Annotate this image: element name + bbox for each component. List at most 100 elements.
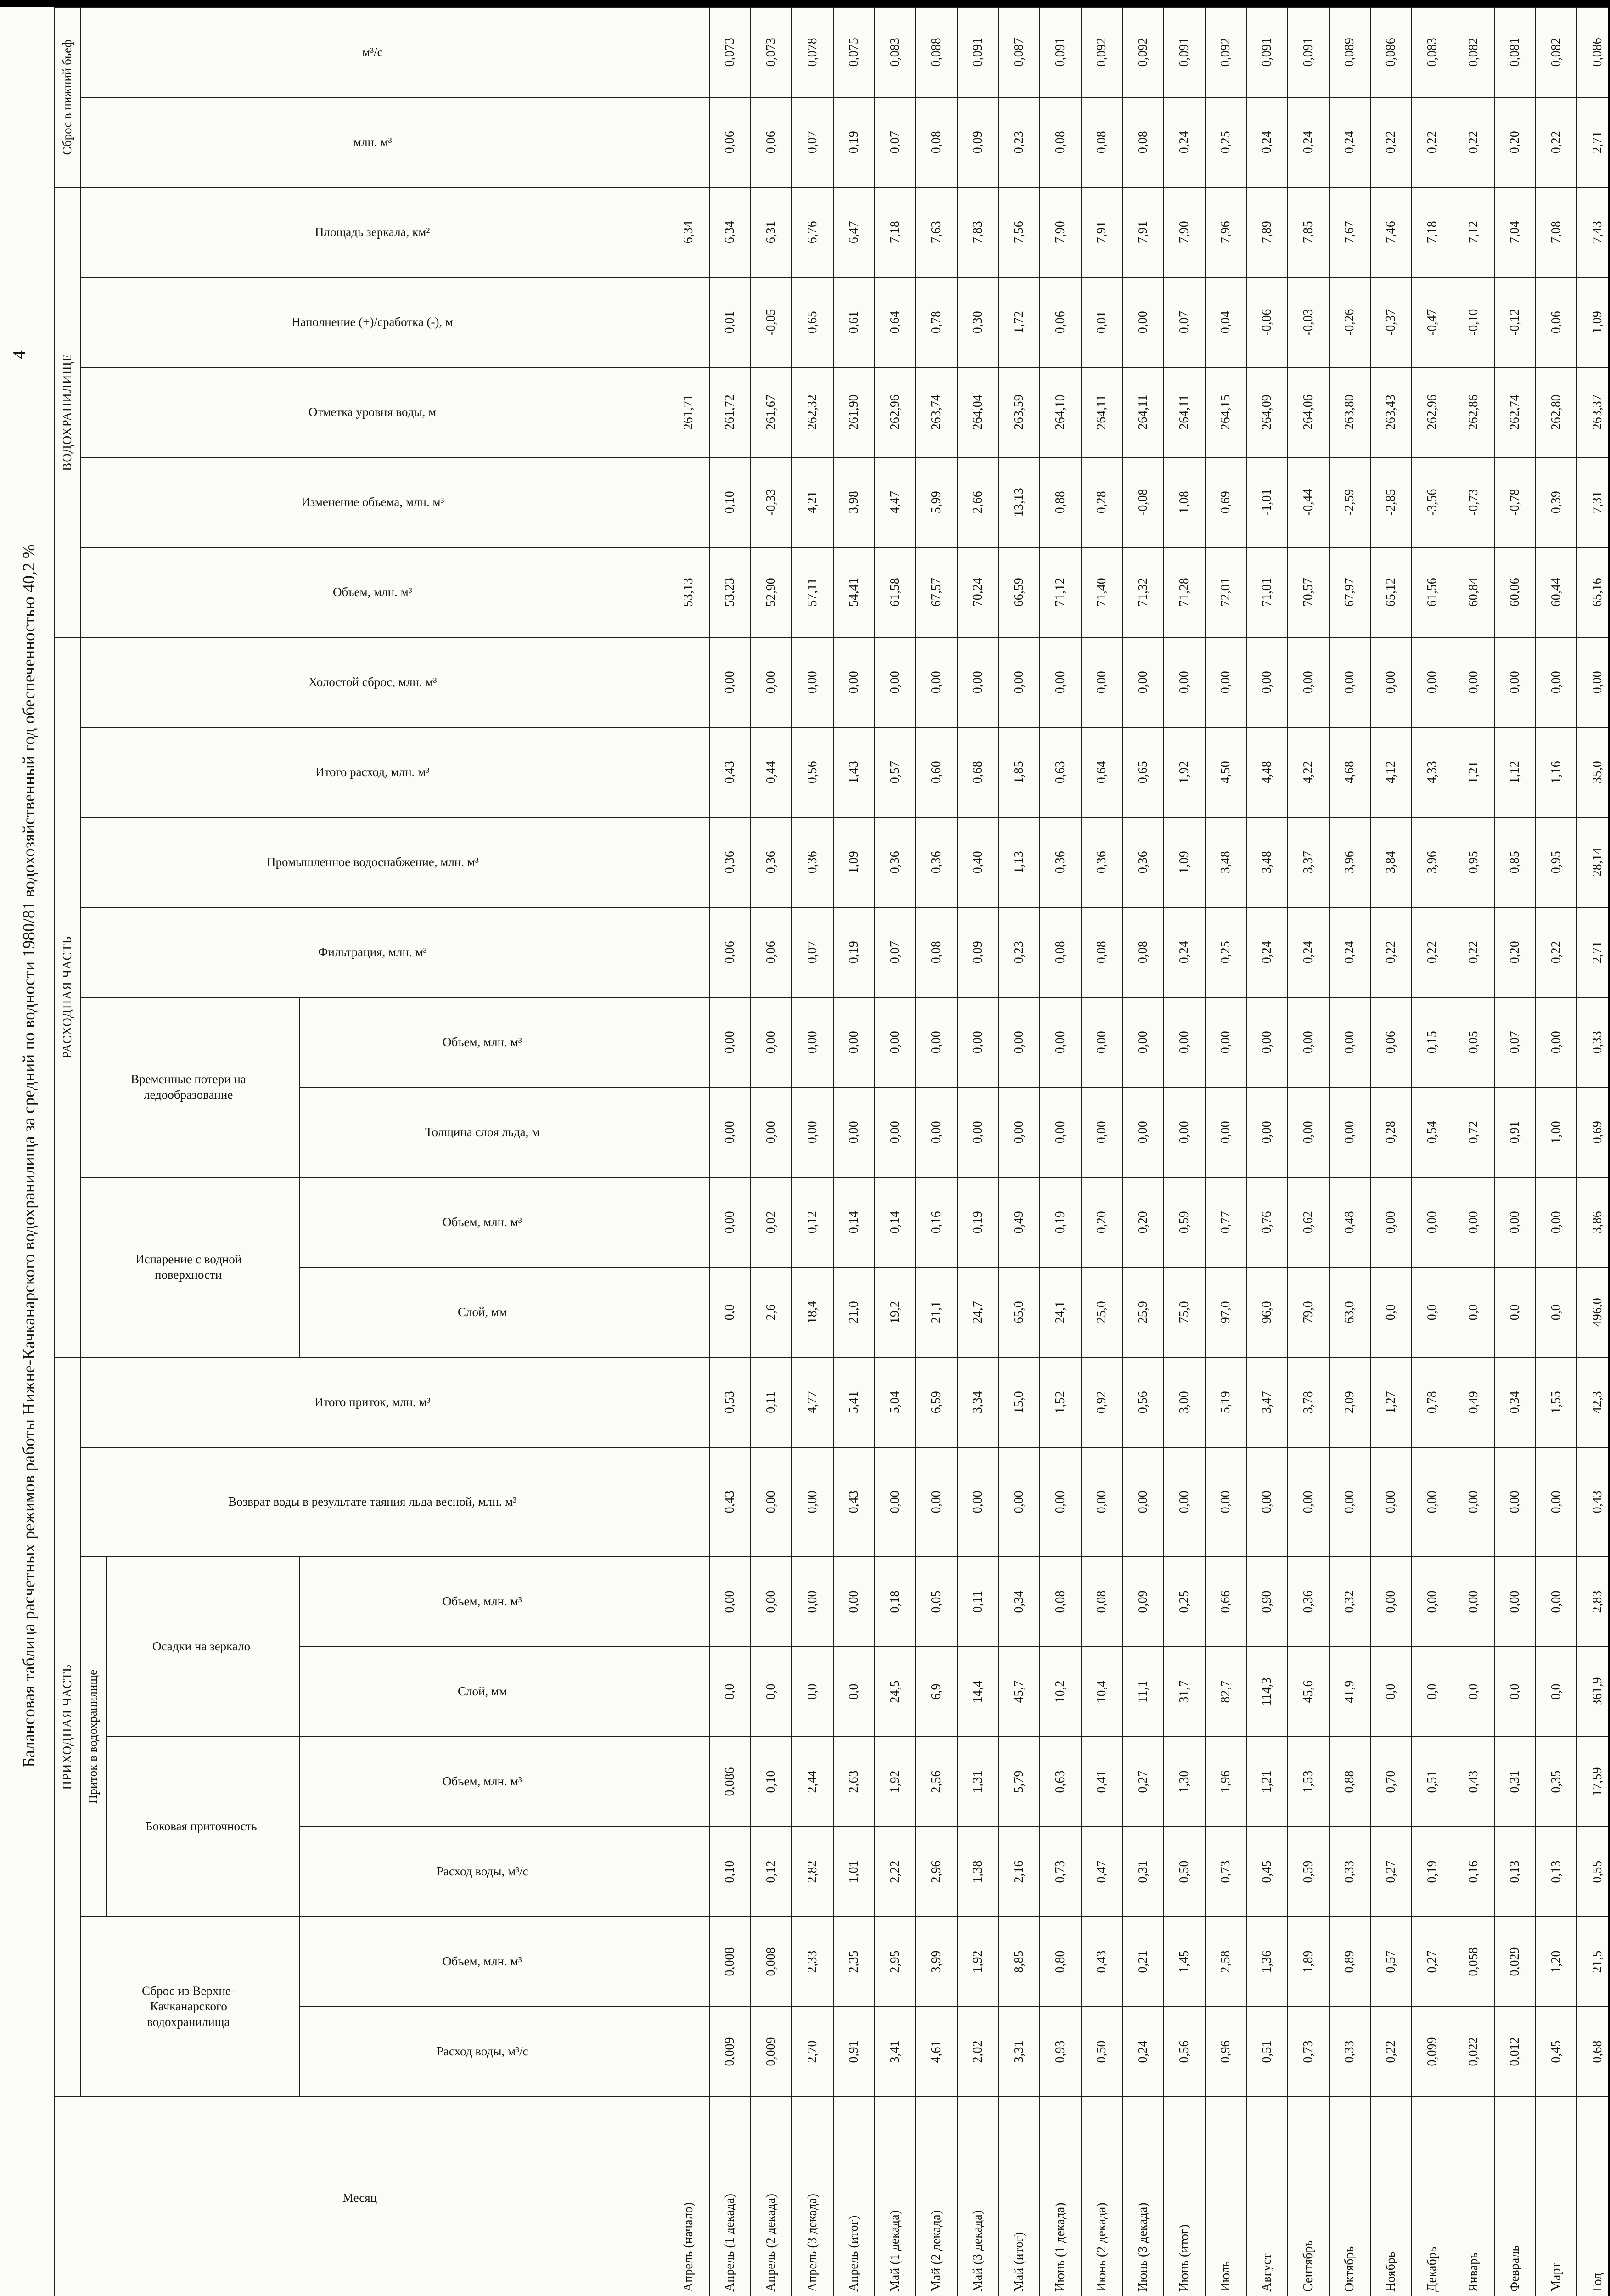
- value-cell: 0,20: [1081, 1177, 1122, 1267]
- value-cell: 0,11: [957, 1557, 999, 1647]
- value-cell: 1,16: [1536, 727, 1577, 817]
- value-cell: 0,90: [1246, 1557, 1288, 1647]
- value-cell: 1,12: [1494, 727, 1536, 817]
- value-cell: 0,091: [957, 7, 999, 97]
- value-cell: 0,31: [1122, 1827, 1164, 1917]
- value-cell: 264,11: [1164, 367, 1205, 457]
- value-cell: 4,21: [792, 457, 833, 547]
- value-cell: 0,43: [1577, 1447, 1610, 1557]
- value-cell: 0,00: [1370, 637, 1412, 727]
- value-cell: 0,60: [916, 727, 957, 817]
- value-cell: 82,7: [1205, 1647, 1246, 1737]
- value-cell: 0,00: [1205, 997, 1246, 1087]
- value-cell: 1,20: [1536, 1917, 1577, 2007]
- month-column-header: Месяц: [55, 2097, 668, 2296]
- value-cell: 6,47: [833, 187, 875, 277]
- value-cell: 0,00: [833, 637, 875, 727]
- value-cell: 0,0: [792, 1647, 833, 1737]
- value-cell: [668, 1917, 709, 2007]
- value-cell: 0,00: [916, 637, 957, 727]
- value-cell: 0,00: [792, 1557, 833, 1647]
- value-cell: 0,00: [1453, 1177, 1494, 1267]
- value-cell: 0,85: [1494, 817, 1536, 907]
- month-label: Апрель (3 декада): [792, 2097, 833, 2296]
- value-cell: 1,08: [1164, 457, 1205, 547]
- value-cell: 0,00: [1246, 1447, 1288, 1557]
- value-cell: 0,012: [1494, 2007, 1536, 2097]
- col-header-sbros-mln-m3: млн. м³: [80, 97, 668, 187]
- month-label: Год: [1577, 2097, 1610, 2296]
- value-cell: 2,58: [1205, 1917, 1246, 2007]
- value-cell: 0,22: [1412, 97, 1453, 187]
- value-cell: 67,57: [916, 547, 957, 637]
- table-row: Декабрь 0,099 0,27 0,19 0,51 0,0 0,00 0,00 0,78 0…: [1412, 7, 1453, 2296]
- value-cell: 2,56: [916, 1737, 957, 1827]
- value-cell: 0,00: [957, 997, 999, 1087]
- value-cell: -0,08: [1122, 457, 1164, 547]
- value-cell: 1,09: [1577, 277, 1610, 367]
- value-cell: 65,12: [1370, 547, 1412, 637]
- value-cell: 0,0: [1453, 1267, 1494, 1357]
- col-header-vozvrat-vody: Возврат воды в результате таяния льда ве…: [80, 1447, 668, 1557]
- value-cell: 0,24: [1288, 907, 1329, 997]
- value-cell: 0,22: [1453, 907, 1494, 997]
- value-cell: 63,0: [1329, 1267, 1370, 1357]
- value-cell: 0,16: [916, 1177, 957, 1267]
- value-cell: 60,06: [1494, 547, 1536, 637]
- value-cell: 2,82: [792, 1827, 833, 1917]
- value-cell: 79,0: [1288, 1267, 1329, 1357]
- value-cell: 0,08: [1040, 1557, 1081, 1647]
- value-cell: -0,37: [1370, 277, 1412, 367]
- value-cell: 1,31: [957, 1737, 999, 1827]
- value-cell: 8,85: [999, 1917, 1040, 2007]
- value-cell: 0,0: [1536, 1267, 1577, 1357]
- value-cell: [668, 1357, 709, 1447]
- value-cell: 41,9: [1329, 1647, 1370, 1737]
- value-cell: 0,00: [916, 1087, 957, 1177]
- value-cell: 71,32: [1122, 547, 1164, 637]
- value-cell: 1,92: [1164, 727, 1205, 817]
- scan-edge-right: [1608, 0, 1610, 2296]
- value-cell: 0,00: [1040, 637, 1081, 727]
- value-cell: 0,073: [709, 7, 751, 97]
- table-row: Июнь (2 декада) 0,50 0,43 0,47 0,41 10,4 0,08 0…: [1081, 7, 1122, 2296]
- value-cell: 0,00: [1164, 1447, 1205, 1557]
- value-cell: 0,72: [1453, 1087, 1494, 1177]
- value-cell: 0,43: [709, 727, 751, 817]
- value-cell: 2,33: [792, 1917, 833, 2007]
- value-cell: 0,95: [1453, 817, 1494, 907]
- value-cell: 0,08: [1040, 907, 1081, 997]
- value-cell: 0,00: [999, 1087, 1040, 1177]
- value-cell: [668, 1557, 709, 1647]
- value-cell: [668, 727, 709, 817]
- value-cell: 0,06: [751, 907, 792, 997]
- value-cell: 0,39: [1536, 457, 1577, 547]
- value-cell: 6,76: [792, 187, 833, 277]
- value-cell: 0,22: [1536, 907, 1577, 997]
- col-header-obem-osadkov: Объем, млн. м³: [300, 1557, 668, 1647]
- value-cell: [668, 277, 709, 367]
- value-cell: 0,44: [751, 727, 792, 817]
- table-row: Сентябрь 0,73 1,89 0,59 1,53 45,6 0,36 0,00 3,78…: [1288, 7, 1329, 2296]
- col-header-kholostoy-sbros: Холостой сброс, млн. м³: [80, 637, 668, 727]
- value-cell: 0,33: [1329, 1827, 1370, 1917]
- value-cell: 0,59: [1164, 1177, 1205, 1267]
- value-cell: 0,20: [1494, 97, 1536, 187]
- value-cell: 0,00: [1370, 1557, 1412, 1647]
- value-cell: 0,00: [1329, 1447, 1370, 1557]
- value-cell: 0,43: [1453, 1737, 1494, 1827]
- value-cell: 3,47: [1246, 1357, 1288, 1447]
- value-cell: 45,6: [1288, 1647, 1329, 1737]
- value-cell: 7,91: [1122, 187, 1164, 277]
- value-cell: 60,84: [1453, 547, 1494, 637]
- value-cell: 0,95: [1536, 817, 1577, 907]
- value-cell: 42,3: [1577, 1357, 1610, 1447]
- value-cell: 7,56: [999, 187, 1040, 277]
- value-cell: 262,32: [792, 367, 833, 457]
- month-label: Май (1 декада): [875, 2097, 916, 2296]
- value-cell: 0,43: [1081, 1917, 1122, 2007]
- value-cell: 0,091: [1246, 7, 1288, 97]
- value-cell: 0,00: [1205, 1087, 1246, 1177]
- value-cell: 0,68: [1577, 2007, 1610, 2097]
- value-cell: 17,59: [1577, 1737, 1610, 1827]
